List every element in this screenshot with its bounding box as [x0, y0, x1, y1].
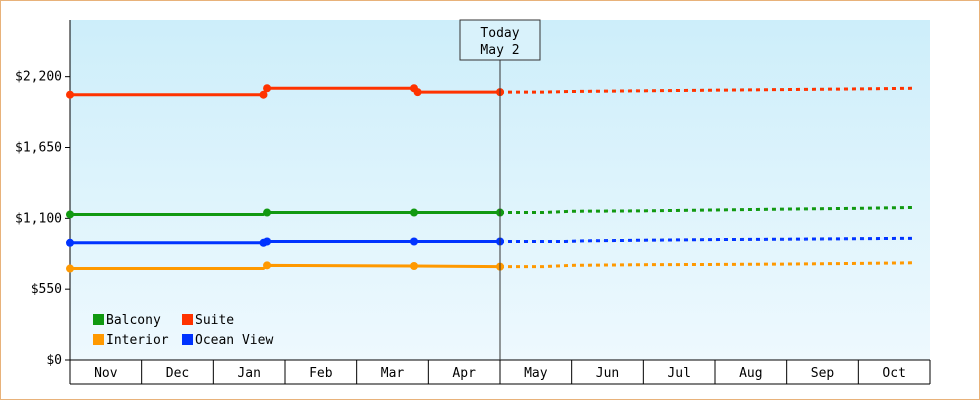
month-label: Oct [882, 366, 905, 381]
legend-label-balcony: Balcony [106, 313, 161, 328]
y-tick-label: $550 [31, 282, 62, 297]
today-label: Today [480, 26, 519, 41]
month-label: Jun [596, 366, 619, 381]
forecast-line-interior [500, 261, 916, 269]
month-label: Jan [237, 366, 260, 381]
month-label: Jul [667, 366, 690, 381]
month-label: Feb [309, 366, 333, 381]
data-point-balcony [410, 208, 418, 217]
month-label: Mar [381, 366, 405, 381]
legend-swatch-interior [93, 334, 104, 345]
data-point-suite [259, 90, 268, 99]
month-axis: Nov Dec Jan Feb Mar Apr May Jun Jul Aug Sep Oct [94, 360, 931, 384]
data-point-interior [66, 264, 74, 273]
data-point-balcony [263, 208, 272, 217]
data-point-ocean-view [410, 237, 418, 246]
y-axis-labels: $0 $550 $1,100 $1,650 $2,200 [15, 70, 70, 368]
month-label: May [524, 366, 548, 381]
data-point-ocean-view [263, 237, 272, 246]
series-layer [66, 84, 916, 273]
today-date: May 2 [480, 43, 519, 58]
data-point-balcony [66, 210, 74, 219]
today-box [459, 19, 541, 61]
data-point-interior [263, 261, 272, 270]
month-label: Apr [452, 366, 476, 381]
data-point-suite [66, 90, 74, 99]
legend-label-interior: Interior [106, 333, 169, 348]
series-line-suite [70, 86, 500, 97]
y-tick-label: $2,200 [15, 70, 62, 85]
month-label: Sep [811, 366, 835, 381]
legend-swatch-ocean-view [182, 334, 193, 345]
month-label: Dec [166, 366, 189, 381]
series-line-ocean-view [70, 240, 500, 245]
legend-swatch-balcony [93, 314, 104, 325]
y-tick-label: $1,650 [15, 141, 62, 156]
legend-label-suite: Suite [195, 313, 234, 328]
forecast-line-ocean-view [500, 236, 916, 244]
data-point-interior [410, 261, 418, 270]
month-label: Aug [739, 366, 762, 381]
data-point-ocean-view [66, 238, 74, 247]
legend-label-ocean-view: Ocean View [195, 333, 273, 348]
legend: Balcony Suite Interior Ocean View [93, 313, 273, 348]
forecast-line-suite [500, 86, 916, 94]
forecast-line-balcony [500, 205, 916, 215]
today-marker: Today May 2 [459, 19, 541, 360]
month-label: Nov [94, 366, 118, 381]
data-point-suite [263, 84, 272, 93]
y-tick-label: $0 [46, 353, 62, 368]
data-point-suite [413, 88, 422, 97]
legend-swatch-suite [182, 314, 193, 325]
y-tick-label: $1,100 [15, 211, 62, 226]
